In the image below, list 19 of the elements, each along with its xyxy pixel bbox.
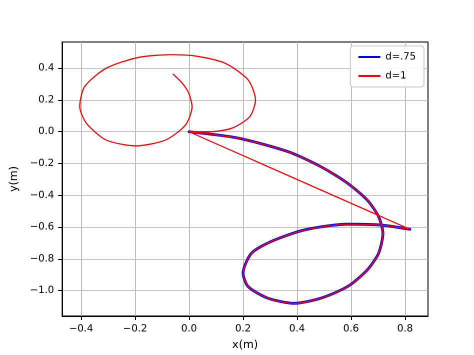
x-tick-label: 0.8	[397, 324, 414, 334]
x-tick-label: −0.4	[68, 324, 94, 334]
y-axis-title: y(m)	[7, 166, 20, 192]
x-tick-label: −0.2	[122, 324, 148, 334]
x-tick-label: 0.2	[235, 324, 252, 334]
legend-label: d=1	[385, 70, 406, 82]
x-tick-label: 0.6	[343, 324, 360, 334]
legend-label: d=.75	[385, 52, 416, 62]
y-tick-label: −0.8	[30, 253, 54, 264]
y-tick-label: 0.0	[38, 126, 54, 138]
y-tick-label: −0.4	[30, 190, 54, 201]
y-tick-label: 0.2	[38, 94, 54, 106]
y-tick-label: −1.0	[30, 285, 54, 296]
x-tick-label: 0.0	[181, 324, 198, 334]
y-tick-label: −0.2	[30, 158, 54, 170]
x-tick-label: 0.4	[289, 324, 306, 334]
y-tick-label: −0.6	[30, 222, 54, 233]
x-axis-title: x(m)	[232, 338, 258, 351]
y-tick-label: 0.4	[38, 62, 54, 74]
